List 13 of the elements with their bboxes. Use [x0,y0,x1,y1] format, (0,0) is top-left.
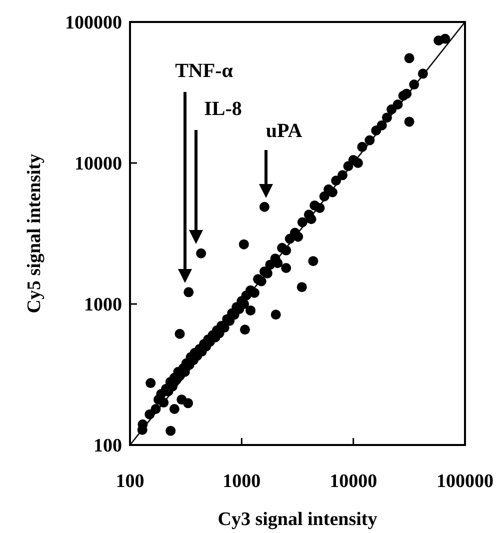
x-tick-label: 1000 [222,471,261,492]
y-tick-label: 100000 [65,12,122,34]
y-tick-label: 1000 [84,294,122,316]
annotation: IL-8 [204,98,242,120]
y-axis-title: Cy5 signal intensity [24,153,45,314]
x-tick-label: 100 [116,471,144,492]
annotation: uPA [266,120,303,142]
y-tick-label: 100 [94,436,122,457]
x-tick-label: 100000 [436,471,494,492]
annotation: TNF-α [175,60,233,82]
y-tick-label: 10000 [74,154,122,175]
x-tick-label: 10000 [330,471,378,492]
x-axis-title: Cy3 signal intensity [218,509,378,530]
